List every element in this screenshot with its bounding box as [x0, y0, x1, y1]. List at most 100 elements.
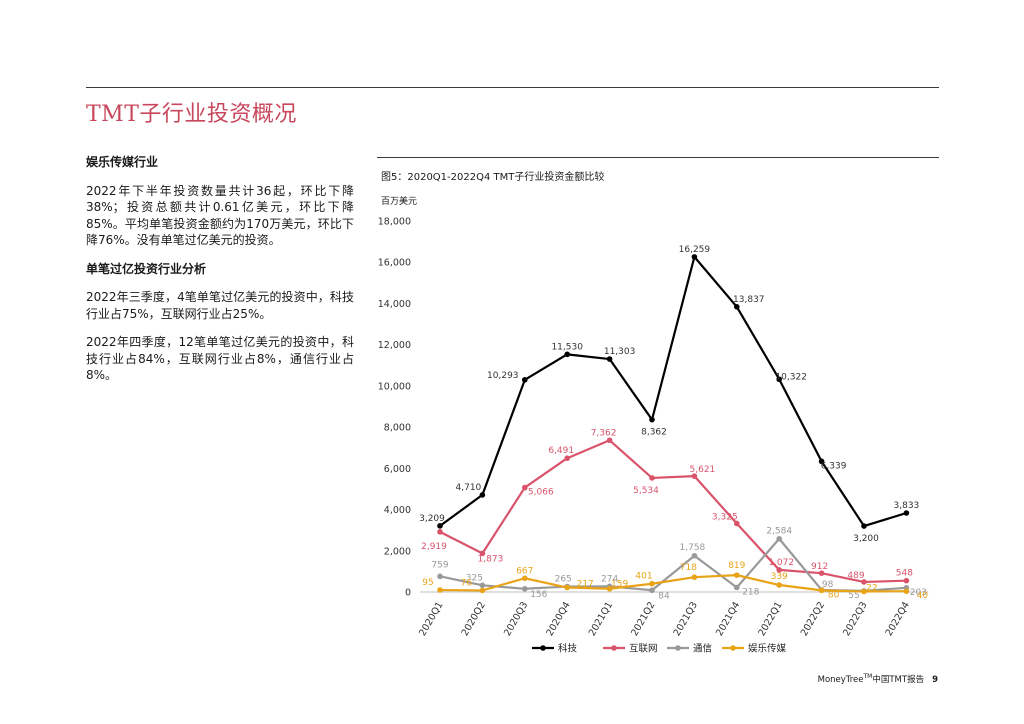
- data-label: 2,919: [421, 542, 447, 552]
- data-label: 217: [577, 580, 594, 590]
- figure-title: 图5：2020Q1-2022Q4 TMT子行业投资金额比较: [381, 172, 605, 183]
- data-label: 6,491: [548, 446, 574, 456]
- x-tick-label: 2020Q1: [417, 600, 445, 638]
- footer-brand: MoneyTree: [817, 675, 864, 685]
- page-number: 9: [932, 675, 938, 685]
- series-line-1: [439, 255, 907, 528]
- data-label: 5,066: [528, 488, 554, 498]
- data-point: [818, 570, 825, 577]
- data-point: [903, 577, 910, 584]
- data-point: [776, 535, 782, 542]
- data-label: 2,584: [766, 527, 792, 537]
- data-label: 759: [431, 560, 448, 570]
- data-point: [861, 579, 867, 585]
- footer-report-name: 中国TMT报告: [872, 675, 925, 685]
- page-title: TMT子行业投资概况: [86, 102, 297, 127]
- y-tick-label: 18,000: [378, 217, 411, 228]
- data-point: [691, 574, 698, 581]
- legend-label: 通信: [693, 643, 712, 655]
- data-label: 84: [658, 591, 670, 601]
- left-column: 娱乐传媒行业 2022年下半年投资数量共计36起，环比下降38%；投资总额共计0…: [86, 154, 354, 396]
- data-label: 1,758: [680, 543, 706, 553]
- x-tick-label: 2022Q2: [799, 600, 827, 638]
- x-tick-label: 2021Q4: [714, 600, 742, 638]
- data-label: 156: [530, 590, 547, 600]
- data-label: 718: [680, 563, 697, 573]
- data-point: [437, 529, 443, 535]
- x-tick-label: 2022Q4: [884, 600, 912, 638]
- data-point: [818, 587, 825, 594]
- data-point: [734, 304, 740, 310]
- data-point: [861, 523, 867, 529]
- legend-label: 娱乐传媒: [748, 643, 787, 655]
- data-point: [691, 254, 698, 260]
- data-label: 11,530: [551, 342, 583, 352]
- section-heading-large-deals: 单笔过亿投资行业分析: [86, 261, 207, 276]
- data-label: 667: [516, 566, 533, 576]
- data-point: [522, 377, 528, 383]
- y-tick-label: 14,000: [378, 299, 411, 310]
- data-label: 11,303: [604, 347, 636, 357]
- data-point: [903, 510, 910, 516]
- data-label: 1,873: [478, 554, 504, 564]
- data-point: [479, 492, 486, 498]
- paragraph-q4-deals: 2022年四季度，12笔单笔过亿美元的投资中，科技行业占84%，互联网行业占8%…: [86, 335, 354, 382]
- footer-trademark: TM: [863, 673, 873, 681]
- series-line-2: [439, 439, 907, 584]
- x-tick-label: 2022Q3: [841, 600, 869, 638]
- data-point: [734, 572, 740, 578]
- legend-swatch-marker: [540, 645, 546, 651]
- data-point: [818, 458, 825, 465]
- data-point: [606, 437, 613, 444]
- legend-swatch-marker: [611, 645, 617, 651]
- data-label: 548: [896, 569, 913, 579]
- x-tick-label: 2020Q4: [544, 600, 572, 638]
- y-tick-label: 12,000: [378, 340, 411, 351]
- data-point: [564, 351, 570, 358]
- data-point: [734, 520, 740, 527]
- x-tick-label: 2020Q2: [460, 600, 488, 638]
- data-point: [649, 416, 655, 423]
- page-footer: MoneyTreeTM中国TMT报告 9: [818, 673, 938, 685]
- data-point: [437, 587, 443, 593]
- data-label: 218: [742, 588, 759, 598]
- data-point: [903, 588, 910, 594]
- data-point: [734, 584, 740, 591]
- x-tick-label: 2022Q1: [756, 600, 784, 638]
- data-label: 4,710: [456, 483, 482, 493]
- data-label: 489: [847, 571, 864, 581]
- data-point: [649, 580, 655, 587]
- data-label: 3,200: [853, 534, 879, 544]
- data-point: [776, 582, 782, 588]
- data-point: [606, 585, 613, 592]
- data-point: [479, 550, 486, 557]
- data-label: 8,362: [641, 428, 667, 438]
- data-point: [479, 582, 486, 589]
- y-tick-label: 0: [405, 588, 411, 599]
- data-label: 159: [611, 580, 628, 590]
- data-label: 3,325: [712, 512, 738, 522]
- data-label: 7,362: [591, 428, 617, 438]
- legend-swatch-marker: [675, 645, 681, 651]
- series-line-4: [439, 574, 907, 593]
- data-point: [522, 484, 528, 491]
- y-tick-label: 4,000: [384, 505, 411, 516]
- data-label: 22: [866, 584, 877, 594]
- data-point: [437, 523, 443, 529]
- data-label: 912: [811, 562, 828, 572]
- data-label: 40: [917, 591, 929, 601]
- y-tick-label: 10,000: [378, 381, 411, 392]
- x-tick-label: 2021Q3: [672, 600, 700, 638]
- data-label: 3,833: [894, 501, 920, 511]
- data-label: 819: [728, 561, 745, 571]
- data-label: 76: [461, 578, 473, 588]
- data-label: 98: [822, 580, 834, 590]
- data-point: [691, 552, 698, 559]
- data-label: 16,259: [679, 245, 711, 255]
- y-axis-unit-label: 百万美元: [381, 197, 418, 207]
- data-point: [564, 584, 570, 591]
- x-tick-label: 2020Q3: [502, 600, 530, 638]
- data-point: [776, 567, 782, 573]
- data-label: 10,293: [487, 371, 519, 381]
- data-point: [691, 473, 698, 479]
